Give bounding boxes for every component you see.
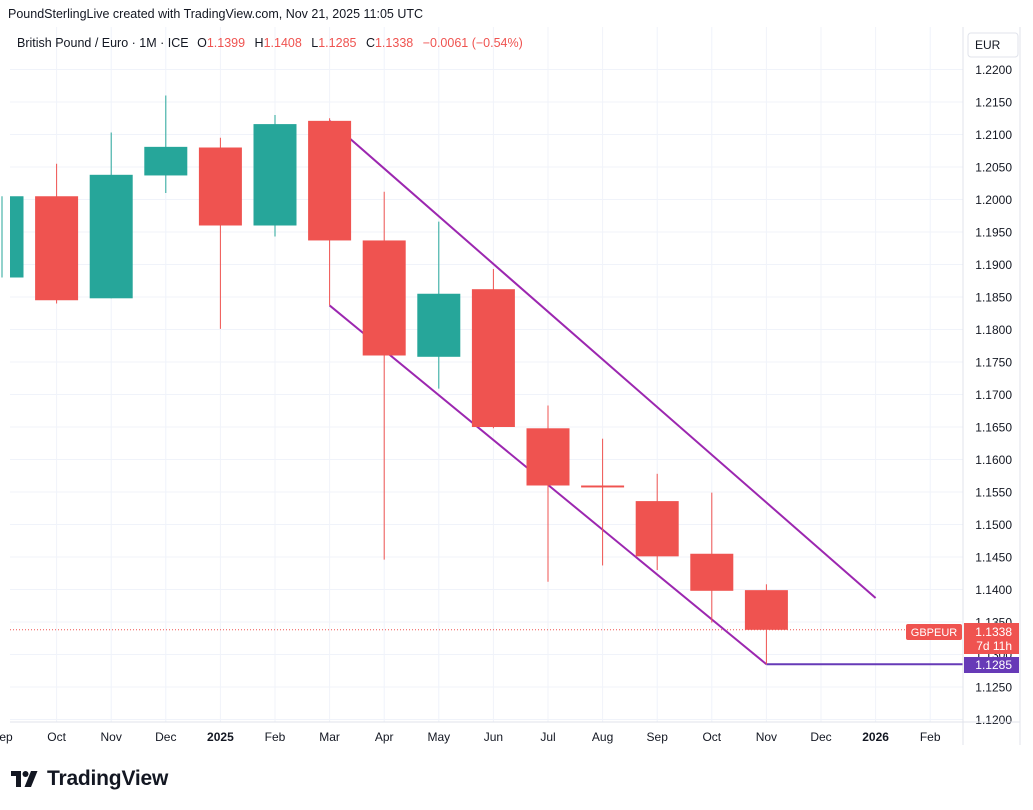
- candle-body: [10, 196, 24, 278]
- price-tick-label: 1.2000: [975, 193, 1012, 207]
- time-tick-label: Dec: [810, 730, 831, 744]
- candle: [308, 118, 352, 306]
- candle-body: [417, 293, 461, 357]
- price-tick-label: 1.2100: [975, 128, 1012, 142]
- price-tick-label: 1.1450: [975, 551, 1012, 565]
- candles-layer: [1, 95, 788, 665]
- low-price-label: 1.1285: [975, 658, 1012, 672]
- candle-body: [35, 196, 79, 301]
- candle: [144, 95, 188, 193]
- low-price-badge: [964, 657, 1019, 673]
- time-tick-label: Sep: [647, 730, 669, 744]
- price-tick-label: 1.2050: [975, 161, 1012, 175]
- currency-button[interactable]: [967, 32, 1019, 58]
- grid: [10, 27, 963, 722]
- candle: [526, 405, 570, 582]
- legend-symbol: British Pound / Euro · 1M · ICE: [17, 36, 189, 50]
- candle-body: [635, 501, 679, 557]
- last-price-label: 1.1338: [975, 625, 1012, 639]
- candle-body: [89, 174, 133, 299]
- candle-body: [308, 120, 352, 241]
- time-tick-label: Oct: [47, 730, 66, 744]
- candle: [362, 191, 406, 560]
- candle: [35, 163, 79, 304]
- price-tick-label: 1.1800: [975, 323, 1012, 337]
- price-tick-label: 1.2200: [975, 63, 1012, 77]
- time-tick-label: Nov: [756, 730, 777, 744]
- candle: [198, 137, 242, 329]
- candle: [1, 196, 24, 278]
- time-tick-label: Dec: [155, 730, 176, 744]
- price-tick-label: 1.1700: [975, 388, 1012, 402]
- last-price-badge: [964, 623, 1019, 654]
- time-tick-label: Nov: [101, 730, 122, 744]
- legend-open: 1.1399: [207, 36, 245, 50]
- price-tick-label: 1.1850: [975, 291, 1012, 305]
- candle-body: [581, 485, 625, 488]
- candle: [417, 221, 461, 389]
- time-tick-label: Aug: [592, 730, 613, 744]
- price-tick-label: 1.1950: [975, 226, 1012, 240]
- price-axis: 1.12001.12501.13001.13501.14001.14501.15…: [975, 63, 1012, 727]
- time-tick-label: Sep: [0, 730, 13, 744]
- time-tick-label: Mar: [319, 730, 340, 744]
- legend-high: 1.1408: [264, 36, 302, 50]
- price-tick-label: 1.1500: [975, 518, 1012, 532]
- time-tick-label: Jun: [484, 730, 503, 744]
- legend-change: −0.0061 (−0.54%): [423, 36, 523, 50]
- price-tick-label: 1.1900: [975, 258, 1012, 272]
- price-tick-label: 1.1200: [975, 713, 1012, 727]
- time-tick-label: Jul: [540, 730, 555, 744]
- candle-body: [253, 124, 297, 226]
- candle: [471, 269, 515, 429]
- candle-body: [744, 590, 788, 630]
- price-tick-label: 1.1600: [975, 453, 1012, 467]
- candle: [89, 132, 133, 299]
- tradingview-logo-icon: [11, 771, 38, 787]
- price-chart[interactable]: 1.12001.12501.13001.13501.14001.14501.15…: [0, 0, 1033, 760]
- candle: [581, 438, 625, 566]
- price-tick-label: 1.1550: [975, 486, 1012, 500]
- candle: [635, 473, 679, 570]
- candle: [253, 115, 297, 237]
- currency-label: EUR: [975, 38, 1001, 52]
- legend-close: 1.1338: [375, 36, 413, 50]
- chart-header: PoundSterlingLive created with TradingVi…: [8, 7, 424, 21]
- time-tick-label: 2025: [207, 730, 234, 744]
- candle-body: [198, 147, 242, 226]
- time-axis: Sep Oct Nov Dec 2025 Feb Mar Apr May Jun Jul Aug Sep…: [0, 730, 941, 744]
- candle-body: [526, 428, 570, 486]
- candle-body: [144, 146, 188, 176]
- price-tick-label: 1.2150: [975, 96, 1012, 110]
- price-badges: GBPEUR 1.1338 7d 11h 1.1285: [906, 623, 1019, 673]
- candle-body: [362, 240, 406, 356]
- time-tick-label: Feb: [920, 730, 941, 744]
- candle: [690, 492, 734, 623]
- symbol-badge: [906, 624, 962, 640]
- symbol-badge-label: GBPEUR: [911, 627, 958, 639]
- candle-body: [690, 553, 734, 591]
- bar-countdown: 7d 11h: [976, 639, 1012, 653]
- price-tick-label: 1.1250: [975, 681, 1012, 695]
- legend-low: 1.1285: [318, 36, 356, 50]
- price-tick-label: 1.1650: [975, 421, 1012, 435]
- time-tick-label: Oct: [702, 730, 721, 744]
- candle: [744, 584, 788, 665]
- time-tick-label: Feb: [265, 730, 286, 744]
- tradingview-wordmark: TradingView: [47, 767, 169, 790]
- tradingview-logo[interactable]: TradingView: [11, 767, 168, 791]
- candle-body: [471, 289, 515, 427]
- time-tick-label: Apr: [375, 730, 394, 744]
- time-tick-label: 2026: [862, 730, 889, 744]
- ohlc-legend: British Pound / Euro · 1M · ICE O1.1399 …: [17, 36, 523, 50]
- price-tick-label: 1.1400: [975, 583, 1012, 597]
- trend-channel-line: [328, 120, 877, 599]
- price-tick-label: 1.1750: [975, 356, 1012, 370]
- time-tick-label: May: [427, 730, 450, 744]
